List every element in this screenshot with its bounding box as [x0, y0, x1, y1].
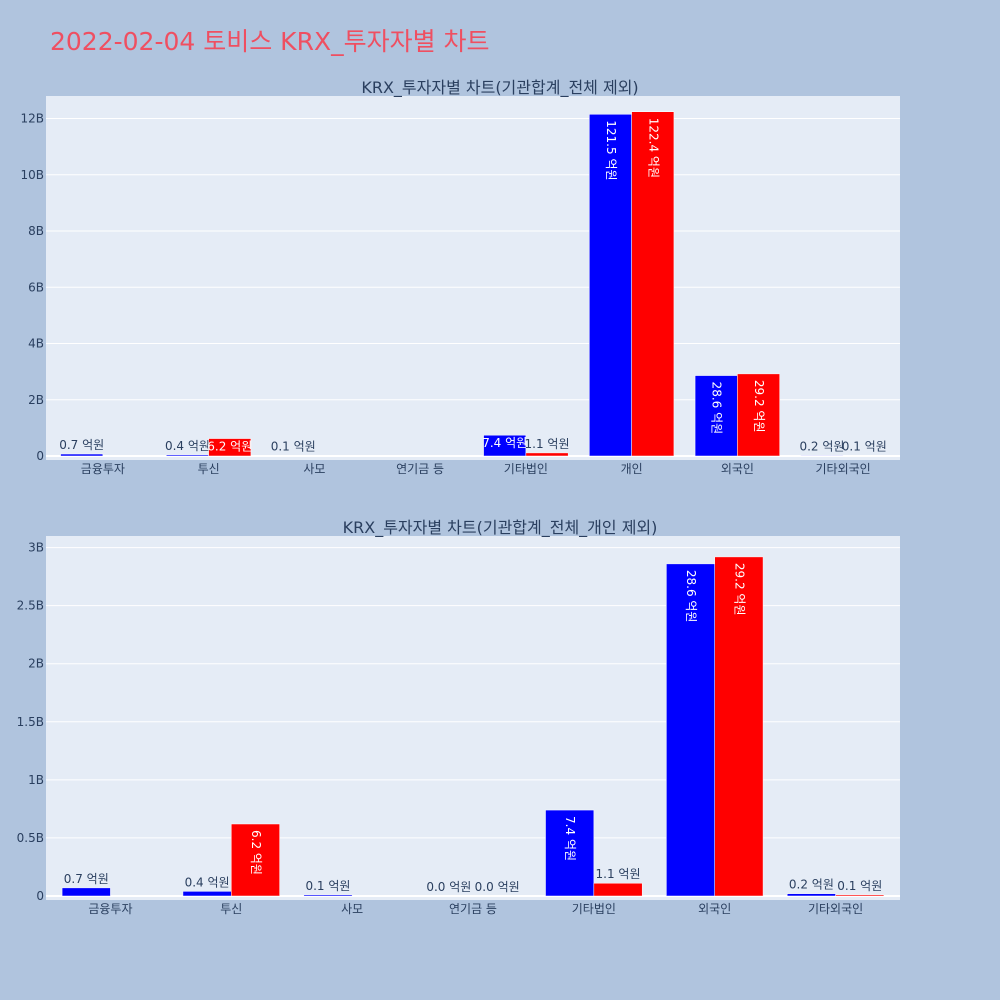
- data-label: 1.1 억원: [596, 867, 641, 881]
- data-label: 0.1 억원: [271, 440, 316, 454]
- chart-title: KRX_투자자별 차트(기관합계_전체_개인 제외): [343, 518, 658, 538]
- data-label: 29.2 억원: [732, 563, 746, 616]
- x-tick-label: 기타법인: [504, 462, 548, 476]
- x-tick-label: 개인: [621, 462, 643, 476]
- chart-2: KRX_투자자별 차트(기관합계_전체_개인 제외) 0 0.5B 1B 1.5B 2B 2…: [17, 518, 900, 916]
- chart-title: KRX_투자자별 차트(기관합계_전체 제외): [361, 78, 638, 98]
- bar: [694, 375, 738, 457]
- y-tick-label: 8B: [28, 224, 44, 238]
- x-tick-label: 사모: [303, 462, 325, 476]
- bar: [593, 882, 643, 897]
- x-tick-label: 외국인: [698, 902, 731, 916]
- bar: [231, 823, 280, 897]
- y-tick-label: 3B: [28, 541, 44, 555]
- bar: [525, 452, 569, 457]
- data-label: 0.1 억원: [842, 440, 887, 454]
- bar: [835, 894, 885, 897]
- x-tick-label: 투신: [220, 902, 242, 916]
- data-label: 29.2 억원: [752, 380, 766, 433]
- y-tick-label: 12B: [20, 112, 44, 126]
- x-tick-label: 투신: [198, 462, 220, 476]
- y-tick-label: 4B: [28, 337, 44, 351]
- data-label: 7.4 억원: [482, 436, 527, 450]
- x-tick-label: 연기금 등: [396, 462, 444, 476]
- data-label: 7.4 억원: [563, 816, 577, 861]
- data-label: 0.1 억원: [837, 879, 882, 893]
- data-label: 0.2 억원: [789, 878, 834, 892]
- bar: [589, 114, 632, 457]
- x-tick-label: 연기금 등: [449, 902, 497, 916]
- bar: [714, 556, 764, 897]
- y-tick-label: 10B: [20, 168, 44, 182]
- x-tick-label: 기타외국인: [808, 902, 863, 916]
- plot-area: [46, 536, 900, 900]
- bar: [545, 809, 595, 897]
- data-label: 6.2 억원: [207, 440, 252, 454]
- y-tick-label: 0: [36, 449, 44, 463]
- bar: [208, 438, 252, 457]
- data-label: 28.6 억원: [684, 570, 698, 623]
- bar: [61, 887, 111, 897]
- x-tick-label: 금융투자: [81, 462, 125, 476]
- data-label: 0.0 억원: [426, 880, 471, 894]
- x-tick-label: 외국인: [721, 462, 754, 476]
- x-tick-label: 금융투자: [88, 902, 132, 916]
- page-title: 2022-02-04 토비스 KRX_투자자별 차트: [50, 27, 490, 56]
- bar: [666, 563, 715, 897]
- data-label: 0.0 억원: [475, 880, 520, 894]
- y-tick-label: 6B: [28, 280, 44, 294]
- y-tick-label: 0: [36, 889, 44, 903]
- bar: [737, 373, 780, 457]
- data-label: 122.4 억원: [646, 118, 660, 178]
- bar: [182, 891, 232, 897]
- data-label: 1.1 억원: [525, 437, 570, 451]
- bar: [786, 893, 836, 897]
- data-label: 0.4 억원: [185, 875, 230, 889]
- y-tick-label: 1B: [28, 773, 44, 787]
- data-label: 121.5 억원: [604, 120, 618, 180]
- data-label: 28.6 억원: [710, 382, 724, 435]
- y-tick-label: 2B: [28, 657, 44, 671]
- data-label: 0.2 억원: [799, 439, 844, 453]
- data-label: 0.4 억원: [165, 439, 210, 453]
- x-tick-label: 기타외국인: [816, 462, 871, 476]
- bar: [483, 434, 527, 457]
- bar: [166, 454, 209, 457]
- y-tick-label: 1.5B: [17, 715, 44, 729]
- bar: [800, 455, 844, 457]
- y-tick-label: 0.5B: [17, 831, 44, 845]
- bar: [60, 453, 104, 457]
- data-label: 0.1 억원: [305, 879, 350, 893]
- data-label: 6.2 억원: [249, 830, 263, 875]
- bar: [631, 111, 675, 457]
- chart-1: KRX_투자자별 차트(기관합계_전체 제외) 0 2B 4B 6B 8B 10B 12B 금융…: [20, 78, 900, 476]
- data-label: 0.7 억원: [64, 872, 109, 886]
- bar: [303, 894, 353, 897]
- x-tick-label: 기타법인: [572, 902, 616, 916]
- x-tick-label: 사모: [341, 902, 363, 916]
- y-tick-label: 2.5B: [17, 599, 44, 613]
- y-tick-label: 2B: [28, 393, 44, 407]
- data-label: 0.7 억원: [59, 438, 104, 452]
